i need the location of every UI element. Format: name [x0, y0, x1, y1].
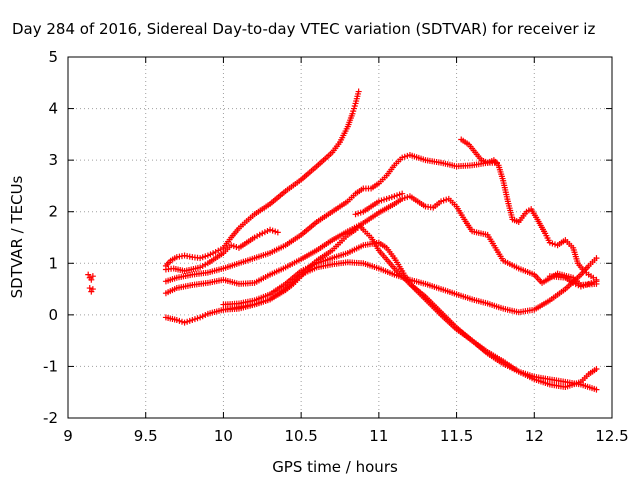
y-tick-label: 2 [48, 203, 58, 221]
data-point [89, 273, 96, 280]
series-sat-i [220, 255, 600, 316]
series-sat-a [85, 271, 96, 283]
data-point [89, 286, 96, 293]
x-tick-label: 10.5 [284, 427, 317, 445]
y-tick-label: 5 [48, 48, 58, 66]
series-sat-d [162, 226, 281, 275]
series-sat-l [546, 273, 600, 290]
y-tick-label: 1 [48, 254, 58, 272]
data-point [593, 366, 600, 373]
data-point [274, 229, 281, 236]
data-point [593, 255, 600, 262]
x-tick-label: 11 [369, 427, 388, 445]
series-sat-c [162, 88, 362, 269]
data-points [85, 88, 600, 393]
x-tick-label: 12 [525, 427, 544, 445]
data-point [593, 386, 600, 393]
x-tick-label: 12.5 [595, 427, 628, 445]
y-axis: -2 -1 0 1 2 3 4 5 [43, 48, 612, 427]
y-tick-label: -2 [43, 409, 58, 427]
y-tick-label: 0 [48, 306, 58, 324]
chart-title: Day 284 of 2016, Sidereal Day-to-day VTE… [12, 20, 595, 38]
x-axis: 9 9.5 10 10.5 11 11.5 12 12.5 [63, 57, 629, 445]
y-tick-label: 3 [48, 151, 58, 169]
series-sat-b [86, 285, 96, 295]
data-point [88, 276, 95, 283]
x-tick-label: 11.5 [440, 427, 473, 445]
plot-frame [67, 56, 613, 419]
data-point [85, 271, 92, 278]
x-tick-label: 10 [214, 427, 233, 445]
series-sat-j [458, 136, 600, 283]
x-tick-label: 9.5 [134, 427, 158, 445]
data-point [593, 278, 600, 285]
data-point [355, 88, 362, 95]
data-point [86, 285, 93, 292]
y-axis-label: SDTVAR / TECUs [8, 175, 26, 298]
y-tick-label: -1 [43, 357, 58, 375]
series-sat-f [162, 193, 600, 297]
series-sat-h [220, 239, 600, 391]
x-axis-label: GPS time / hours [272, 458, 398, 476]
data-point [399, 190, 406, 197]
y-tick-label: 4 [48, 100, 58, 118]
x-tick-label: 9 [63, 427, 73, 445]
series-sat-k [352, 190, 406, 218]
